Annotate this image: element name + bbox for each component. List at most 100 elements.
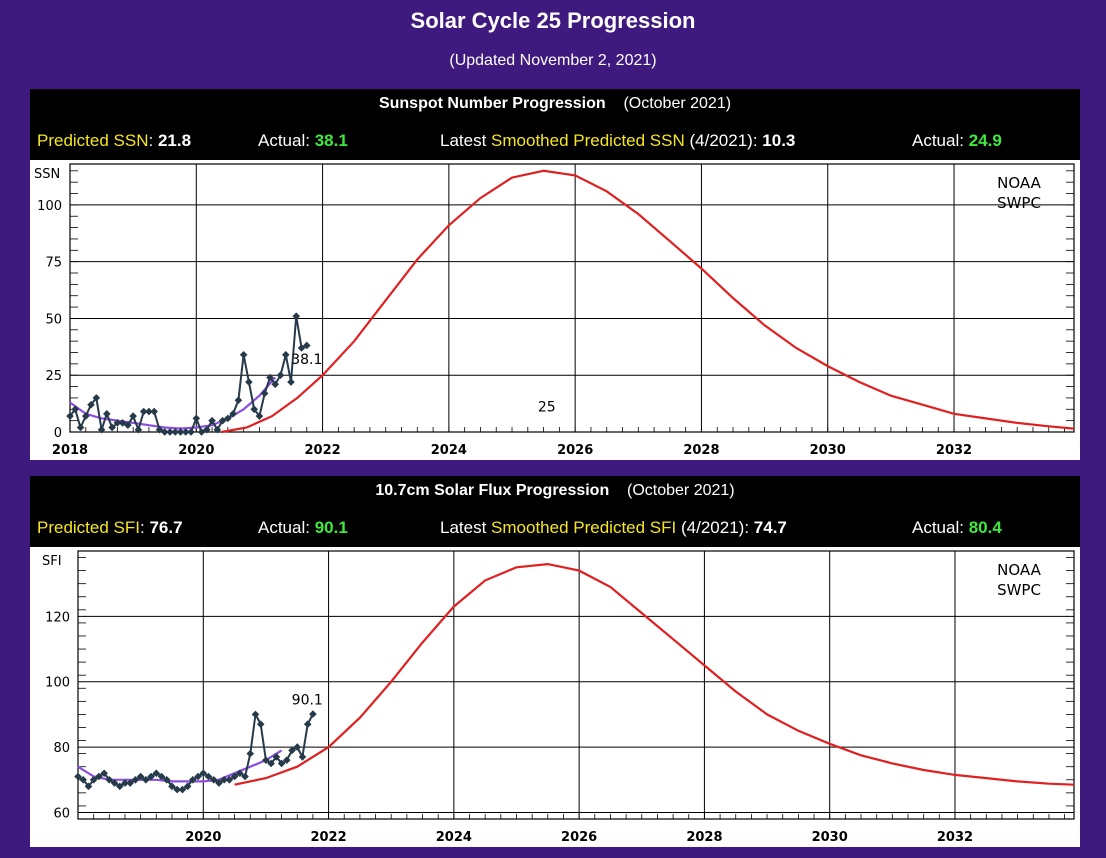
ssn-y-tick-label: 25	[45, 369, 62, 384]
ssn-latest-colored: Smoothed Predicted SSN	[491, 131, 685, 150]
sfi-latest-actual-label: Actual:	[912, 518, 964, 537]
sfi-latest-value: 74.7	[753, 518, 787, 537]
sfi-chart-box: 60 80 100 120 SFI 2020 2022 2024 2026 2028 2030 203…	[30, 547, 1080, 847]
ssn-monthly-point	[92, 394, 101, 402]
sfi-actual: Actual: 90.1	[258, 518, 348, 538]
sfi-monthly-point	[126, 779, 134, 787]
ssn-x-tick-label: 2022	[304, 443, 340, 458]
sfi-monthly-point	[157, 772, 166, 781]
sfi-monthly-point	[95, 772, 103, 781]
ssn-latest-actual: Actual: 24.9	[912, 131, 1002, 151]
ssn-latest: Latest Smoothed Predicted SSN (4/2021): …	[440, 131, 795, 151]
sfi-monthly-point	[147, 772, 155, 781]
sfi-predicted: Predicted SFI: 76.7	[37, 518, 183, 537]
ssn-monthly-point	[160, 428, 169, 436]
ssn-panel-title-bold: Sunspot Number Progression	[378, 95, 606, 112]
ssn-chart-box: 0 25 50 75 100 SSN 2018 2020 2022 2024 2026 2028 203…	[30, 160, 1080, 460]
ssn-panel-header: Sunspot Number Progression (October 2021…	[30, 89, 1080, 160]
ssn-x-tick-label: 2030	[810, 443, 846, 458]
sfi-credit-label: SWPC	[997, 581, 1041, 599]
sfi-monthly-point	[309, 710, 317, 718]
ssn-predicted: Predicted SSN: 21.8	[37, 131, 192, 150]
sfi-latest-suffix: (4/2021):	[681, 518, 750, 537]
sfi-y-tick-label: 100	[45, 676, 70, 691]
sfi-latest: Latest Smoothed Predicted SFI (4/2021): …	[440, 518, 787, 538]
sfi-monthly-point	[215, 779, 223, 787]
ssn-monthly-point	[155, 425, 164, 434]
sfi-predicted-value: 76.7	[149, 518, 183, 537]
sfi-y-tick-label: 80	[53, 741, 70, 756]
ssn-monthly-point	[281, 350, 290, 359]
ssn-monthly-point	[66, 412, 74, 420]
ssn-monthly-point	[208, 416, 216, 425]
ssn-latest-value: 10.3	[762, 131, 796, 150]
sfi-monthly-point	[79, 775, 87, 784]
ssn-actual-value: 38.1	[314, 131, 348, 150]
ssn-x-tick-label: 2026	[557, 443, 593, 458]
sfi-monthly-point	[121, 779, 129, 787]
ssn-monthly-point	[187, 428, 195, 436]
ssn-monthly-point	[150, 407, 158, 416]
ssn-monthly-point	[213, 425, 222, 434]
sfi-monthly-point	[142, 775, 150, 784]
sfi-monthly-point	[173, 785, 181, 794]
ssn-monthly-point	[245, 378, 253, 386]
ssn-monthly-point	[145, 407, 153, 416]
ssn-monthly-point	[271, 380, 280, 389]
ssn-monthly-point	[302, 341, 311, 350]
page-title: Solar Cycle 25 Progression	[410, 8, 696, 33]
ssn-monthly-point	[176, 428, 185, 436]
sfi-latest-colored: Smoothed Predicted SFI	[491, 518, 677, 537]
ssn-monthly-point	[129, 412, 137, 420]
ssn-panel-title-month: (October 2021)	[623, 95, 732, 112]
ssn-x-tick-label: 2032	[936, 443, 972, 458]
sfi-monthly-point	[89, 775, 98, 784]
ssn-actual-label: Actual:	[258, 131, 310, 150]
sfi-y-tick-label: 120	[45, 610, 70, 625]
ssn-actual: Actual: 38.1	[258, 131, 348, 151]
sfi-chart: 60 80 100 120 SFI 2020 2022 2024 2026 2028 2030 203…	[42, 550, 1075, 845]
ssn-monthly-point	[276, 371, 285, 380]
sfi-monthly-point	[241, 772, 249, 781]
ssn-y-axis-label: SSN	[34, 167, 60, 182]
ssn-monthly-point	[108, 423, 116, 432]
ssn-y-tick-label: 100	[37, 199, 62, 214]
ssn-y-tick-label: 75	[45, 256, 62, 271]
ssn-monthly-point	[255, 412, 264, 420]
sfi-annotation-label: 90.1	[292, 693, 323, 709]
sfi-monthly-line	[77, 711, 314, 791]
sfi-monthly-point	[230, 772, 239, 781]
sfi-panel-title: 10.7cm Solar Flux Progression (October 2…	[30, 482, 1080, 500]
sfi-monthly-point	[267, 759, 275, 768]
ssn-x-tick-label: 2028	[683, 443, 719, 458]
sfi-monthly-point	[251, 710, 260, 719]
ssn-monthly-point	[224, 414, 232, 423]
sfi-monthly-point	[74, 772, 82, 781]
ssn-x-tick-label: 2020	[178, 443, 214, 458]
ssn-monthly-point	[76, 423, 85, 432]
sfi-x-tick-label: 2024	[436, 830, 472, 845]
sfi-monthly-point	[110, 779, 119, 787]
sfi-monthly-point	[105, 775, 114, 784]
ssn-latest-actual-label: Actual:	[912, 131, 964, 150]
ssn-annotation-label: 25	[538, 400, 556, 416]
sfi-monthly-point	[84, 782, 93, 791]
sfi-monthly-point	[277, 759, 286, 768]
ssn-monthly-point	[166, 428, 174, 436]
ssn-monthly-point	[124, 421, 132, 429]
ssn-credit-label: SWPC	[997, 194, 1041, 212]
ssn-monthly-point	[218, 416, 227, 425]
sfi-panel-title-month: (October 2021)	[627, 482, 735, 499]
page-subtitle: (Updated November 2, 2021)	[449, 52, 657, 69]
sfi-monthly-point	[225, 775, 234, 784]
ssn-monthly-point	[266, 373, 274, 382]
sfi-monthly-point	[183, 782, 192, 791]
sfi-monthly-point	[136, 772, 145, 781]
sfi-x-tick-label: 2028	[686, 830, 722, 845]
ssn-y-tick-label: 50	[45, 312, 62, 327]
sfi-x-tick-label: 2032	[937, 830, 973, 845]
ssn-predicted-line	[221, 169, 1075, 434]
sfi-monthly-point	[272, 753, 281, 761]
sfi-monthly-point	[204, 772, 213, 781]
sfi-monthly-point	[256, 720, 265, 729]
